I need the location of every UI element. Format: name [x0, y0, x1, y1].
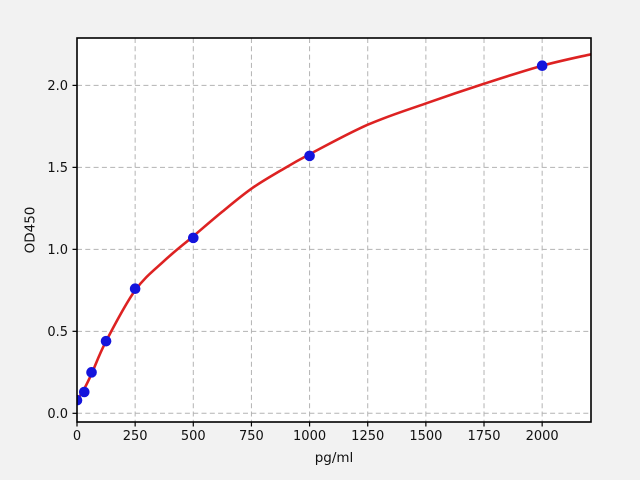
y-tick-label: 1.0: [47, 243, 68, 258]
plot-border: [76, 37, 592, 423]
data-point: [536, 60, 548, 72]
x-tick-label: 1000: [293, 429, 326, 444]
data-point: [187, 232, 199, 244]
x-tick-label: 750: [239, 429, 264, 444]
x-tick-label: 0: [73, 429, 81, 444]
y-tick-label: 0.5: [47, 325, 68, 340]
x-tick-label: 2000: [526, 429, 559, 444]
y-tick-label: 2.0: [47, 79, 68, 94]
x-tick-label: 1250: [351, 429, 384, 444]
x-tick-label: 250: [123, 429, 148, 444]
plot-area: [77, 38, 591, 422]
data-point: [77, 394, 83, 406]
x-tick-label: 500: [181, 429, 206, 444]
fitted-curve: [77, 52, 591, 401]
data-layer: [77, 52, 591, 406]
x-tick-label: 1750: [467, 429, 500, 444]
data-point: [100, 335, 112, 347]
data-point: [78, 386, 90, 398]
y-tick-label: 1.5: [47, 161, 68, 176]
data-point: [86, 367, 97, 378]
y-axis-title: OD450: [22, 206, 39, 254]
x-tick-label: 1500: [409, 429, 442, 444]
x-axis-title: pg/ml: [314, 450, 354, 466]
y-tick-label: 0.0: [47, 407, 68, 422]
data-point: [129, 283, 141, 295]
data-point: [304, 150, 315, 162]
